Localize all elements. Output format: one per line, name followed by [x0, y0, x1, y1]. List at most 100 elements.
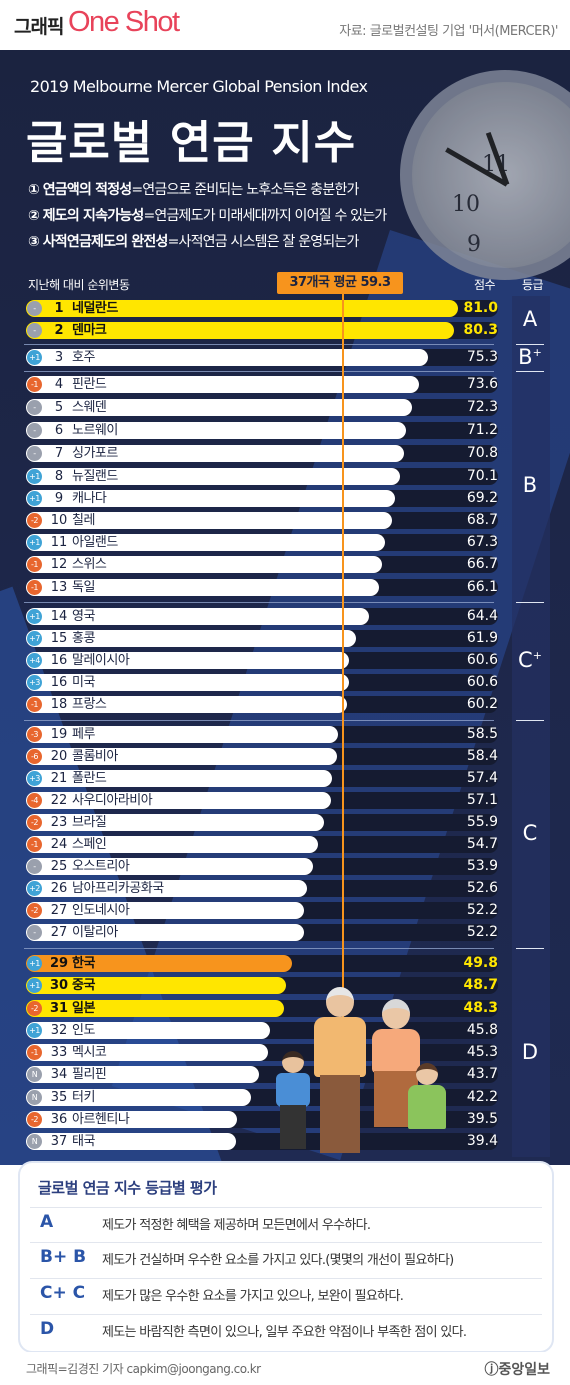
score-label: 80.3	[463, 322, 498, 338]
country-label: 오스트리아	[72, 859, 130, 874]
country-label: 독일	[72, 580, 95, 595]
country-label: 인도	[72, 1023, 95, 1038]
rank-label: 26	[50, 881, 68, 896]
country-label: 뉴질랜드	[72, 469, 118, 484]
bar	[26, 534, 385, 551]
rank-change-badge: -2	[27, 903, 42, 918]
grade-plus: +	[532, 648, 542, 662]
rank-change-badge: +4	[27, 653, 42, 668]
rank-change-badge: -	[27, 859, 42, 874]
country-label: 터키	[72, 1090, 95, 1105]
brand-korean: 그래픽	[14, 16, 64, 38]
grade-divider-tick	[516, 371, 544, 372]
legend-row-d: D 제도는 바람직한 측면이 있으나, 일부 주요한 약점이나 부족한 점이 있…	[30, 1314, 542, 1340]
criterion-name: 제도의 지속가능성	[42, 208, 145, 224]
bar-row: +1 14 영국 64.4	[0, 608, 570, 625]
score-label: 52.2	[466, 924, 498, 940]
country-label: 폴란드	[72, 771, 107, 786]
rank-label: 31	[49, 1001, 69, 1016]
country-label: 아일랜드	[72, 535, 118, 550]
rank-change-badge: +1	[27, 956, 42, 971]
rank-label: 12	[50, 557, 68, 572]
girl-dress	[408, 1085, 446, 1129]
score-label: 57.1	[466, 792, 498, 808]
rank-change-badge: N	[27, 1067, 42, 1082]
legend-row-c: C+ C 제도가 많은 우수한 요소를 가지고 있으나, 보완이 필요하다.	[30, 1278, 542, 1304]
grade-label: C	[515, 821, 545, 845]
grade-divider	[24, 948, 494, 949]
country-label: 한국	[72, 956, 95, 971]
bar-row: -1 12 스위스 66.7	[0, 556, 570, 573]
rank-change-badge: N	[27, 1134, 42, 1149]
legend-title: 글로벌 연금 지수 등급별 평가	[38, 1179, 217, 1197]
bar	[26, 445, 404, 462]
rank-change-badge: +1	[27, 1023, 42, 1038]
bar-row: -2 덴마크 80.3	[0, 322, 570, 339]
country-label: 아르헨티나	[72, 1112, 130, 1127]
chart-subtitle: 2019 Melbourne Mercer Global Pension Ind…	[30, 77, 368, 96]
bar-row: +1 9 캐나다 69.2	[0, 490, 570, 507]
top-header: 그래픽 One Shot 자료: 글로벌컨설팅 기업 '머서(MERCER)'	[0, 0, 570, 50]
rank-change-badge: +7	[27, 631, 42, 646]
footer: 그래픽=김경진 기자 capkim@joongang.co.kr ⓙ중앙일보	[0, 1352, 570, 1385]
score-label: 43.7	[466, 1066, 498, 1082]
criterion-name: 사적연금제도의 완전성	[42, 234, 169, 250]
score-label: 73.6	[466, 376, 498, 392]
grade-label: A	[515, 307, 545, 331]
rank-label: 5	[54, 400, 64, 415]
rank-change-badge: -2	[27, 1112, 42, 1127]
score-label: 49.8	[463, 955, 498, 971]
country-label: 사우디아라비아	[72, 793, 153, 808]
rank-change-badge: -1	[27, 377, 42, 392]
rank-change-badge: -	[27, 323, 42, 338]
bar-row: -2 27 인도네시아 52.2	[0, 902, 570, 919]
rank-label: 15	[50, 631, 68, 646]
bar	[26, 300, 458, 317]
score-label: 58.5	[466, 726, 498, 742]
rank-label: 20	[50, 749, 68, 764]
score-label: 54.7	[466, 836, 498, 852]
bar	[26, 322, 455, 339]
bar-row: -2 23 브라질 55.9	[0, 814, 570, 831]
rank-change-badge: +1	[27, 491, 42, 506]
bar	[26, 748, 338, 765]
bar	[26, 1089, 252, 1106]
criterion-number: ②	[28, 208, 40, 224]
bar	[26, 902, 305, 919]
score-label: 42.2	[466, 1089, 498, 1105]
bar	[26, 1133, 237, 1150]
grade-label: B+	[515, 345, 545, 369]
rank-change-badge: -	[27, 925, 42, 940]
score-label: 45.8	[466, 1022, 498, 1038]
grade-label: C+	[515, 648, 545, 672]
bar-row: -5 스웨덴 72.3	[0, 399, 570, 416]
country-label: 칠레	[72, 513, 95, 528]
bar	[26, 468, 400, 485]
boy-legs	[280, 1105, 306, 1149]
score-label: 39.4	[466, 1133, 498, 1149]
criterion-2: ② 제도의 지속가능성=연금제도가 미래세대까지 이어질 수 있는가	[28, 205, 387, 225]
rank-label: 27	[50, 903, 68, 918]
country-label: 일본	[72, 1001, 95, 1016]
rank-change-badge: +1	[27, 469, 42, 484]
grade-letter: B	[518, 344, 533, 369]
grandpa-body	[314, 1017, 366, 1077]
score-label: 81.0	[463, 300, 498, 316]
rank-label: 7	[54, 446, 64, 461]
bar	[26, 836, 318, 853]
grade-label: D	[515, 1040, 545, 1064]
country-label: 페루	[72, 727, 95, 742]
clock-numeral: 10	[452, 192, 480, 217]
rank-label: 29	[49, 956, 69, 971]
rank-change-badge: -	[27, 446, 42, 461]
bar	[26, 556, 382, 573]
header-grade: 등급	[522, 278, 544, 292]
rank-label: 14	[50, 609, 68, 624]
country-label: 노르웨이	[72, 423, 118, 438]
country-label: 미국	[72, 675, 95, 690]
grade-divider	[24, 719, 494, 721]
bar-row: -25 오스트리아 53.9	[0, 858, 570, 875]
rank-label: 3	[54, 350, 64, 365]
country-label: 네덜란드	[72, 301, 118, 316]
rank-change-badge: +3	[27, 771, 42, 786]
